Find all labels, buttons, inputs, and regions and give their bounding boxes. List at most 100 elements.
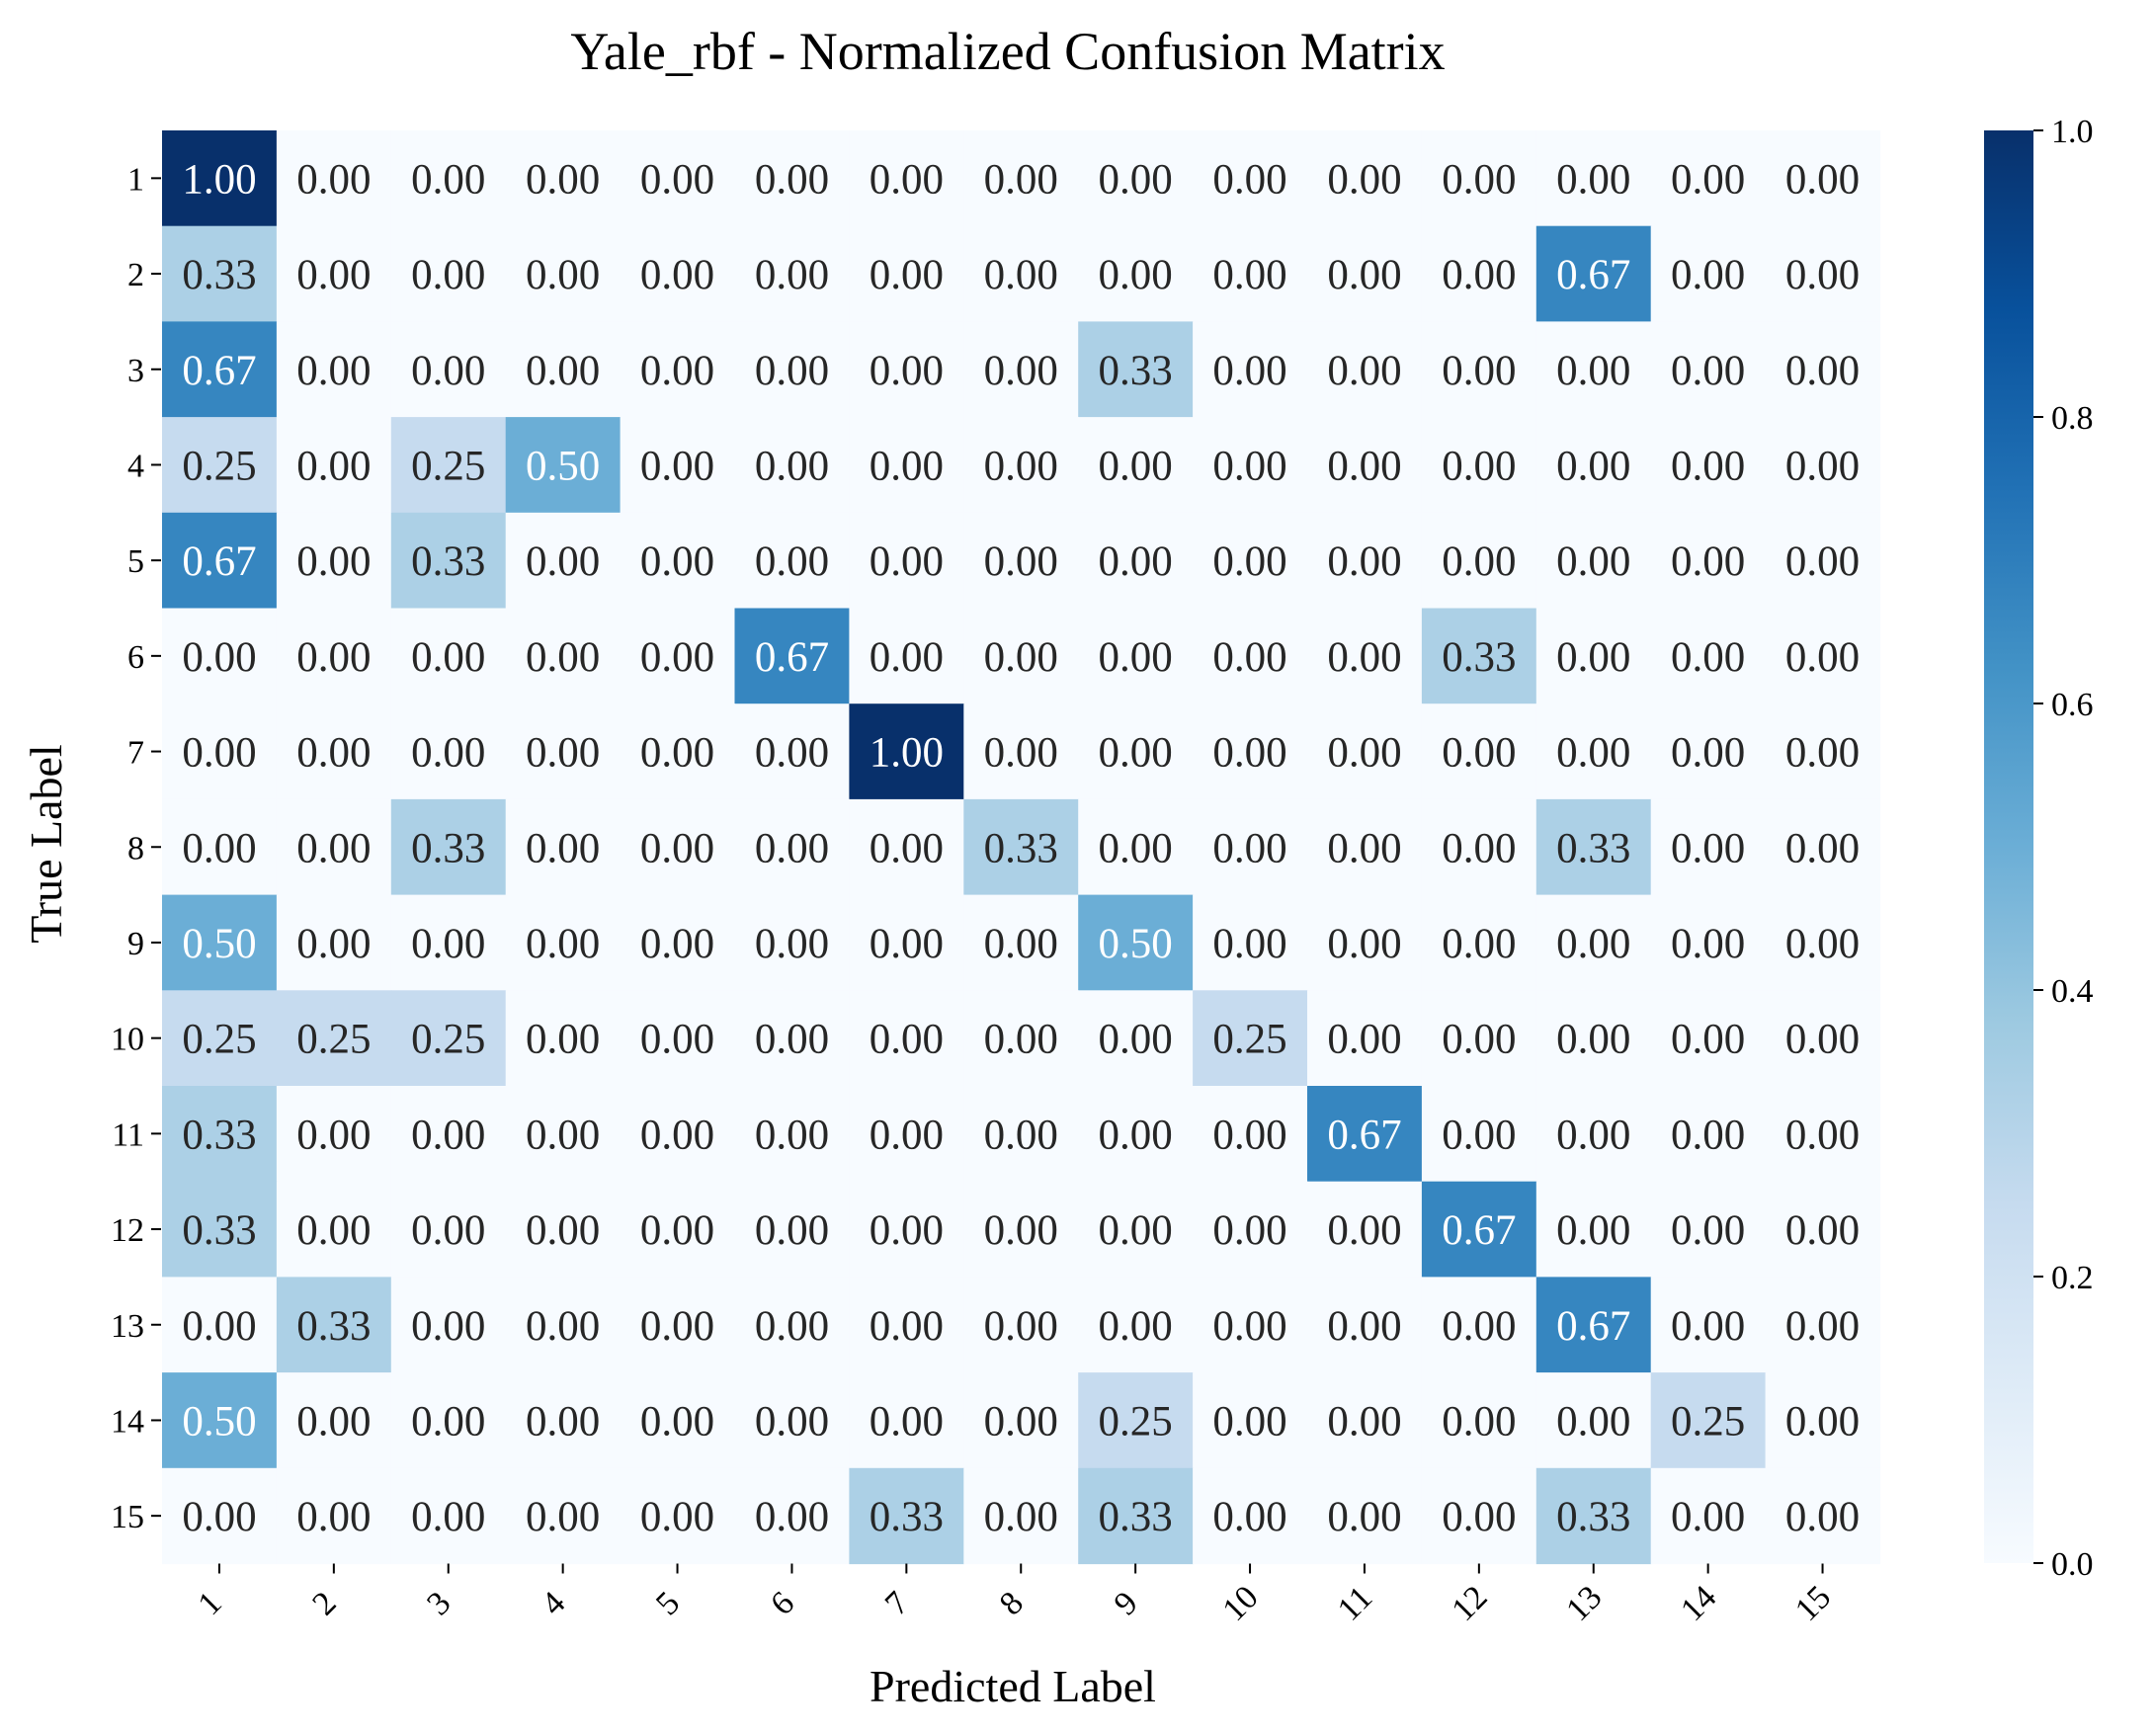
cell-value-label: 0.33 [182, 1207, 256, 1254]
y-tick-label: 7 [127, 735, 144, 772]
heatmap-cell [849, 130, 964, 227]
cell-value-label: 0.00 [411, 1494, 485, 1540]
heatmap-cell [1421, 417, 1537, 514]
heatmap-cell [276, 608, 392, 704]
cell-value-label: 0.00 [526, 825, 600, 871]
cell-value-label: 0.50 [182, 921, 256, 967]
cell-value-label: 0.33 [870, 1494, 944, 1540]
heatmap-cell [505, 1467, 622, 1565]
cell-value-label: 0.25 [411, 1017, 485, 1063]
y-tick-label: 11 [112, 1116, 144, 1153]
cell-value-label: 0.00 [296, 443, 371, 489]
heatmap-cell [1307, 417, 1423, 514]
heatmap-cell [1650, 321, 1767, 418]
cell-value-label: 0.00 [411, 1207, 485, 1254]
x-tick-label: 14 [1674, 1579, 1723, 1628]
heatmap-cell [1307, 1467, 1423, 1565]
heatmap-cell [276, 1181, 392, 1278]
heatmap-cell [1421, 703, 1537, 800]
cell-value-label: 0.00 [1556, 1207, 1630, 1254]
cell-value-label: 0.00 [640, 1494, 714, 1540]
x-tick-label: 12 [1445, 1579, 1494, 1628]
cell-value-label: 0.00 [1556, 1017, 1630, 1063]
cell-value-label: 0.00 [1785, 1398, 1860, 1445]
heatmap-cell [1307, 321, 1423, 418]
cell-value-label: 0.00 [1442, 1494, 1516, 1540]
cell-value-label: 0.00 [1099, 634, 1173, 681]
cell-value-label: 0.00 [755, 825, 829, 871]
heatmap-cell [1078, 1372, 1194, 1469]
heatmap-cell [1307, 990, 1423, 1087]
x-tick-label: 9 [1108, 1585, 1145, 1622]
cell-value-label: 0.00 [870, 1207, 944, 1254]
heatmap-cell [1535, 1181, 1652, 1278]
x-tick-label: 8 [993, 1585, 1031, 1622]
cell-value-label: 0.00 [984, 156, 1058, 203]
cell-value-label: 0.00 [640, 1398, 714, 1445]
heatmap-cell [162, 225, 278, 322]
heatmap-cell [963, 990, 1079, 1087]
cell-value-label: 0.00 [526, 252, 600, 298]
heatmap-cell [963, 321, 1079, 418]
x-tick-label: 5 [649, 1585, 687, 1622]
heatmap-cell [162, 1467, 278, 1565]
cell-value-label: 0.00 [984, 1207, 1058, 1254]
heatmap-cell [963, 512, 1079, 610]
cell-value-label: 0.50 [526, 443, 600, 489]
cell-value-label: 0.67 [755, 634, 829, 681]
cell-value-label: 0.00 [640, 825, 714, 871]
heatmap-cell [734, 1086, 850, 1183]
heatmap-cell [849, 1277, 964, 1373]
cell-value-label: 0.00 [1671, 921, 1745, 967]
cell-value-label: 0.00 [1785, 825, 1860, 871]
y-tick-label: 14 [111, 1403, 144, 1440]
cell-value-label: 0.00 [1671, 538, 1745, 585]
heatmap-cell [1650, 990, 1767, 1087]
x-tick-label: 2 [305, 1585, 343, 1622]
cell-value-label: 0.00 [1099, 156, 1173, 203]
heatmap-cell [1765, 512, 1881, 610]
cell-value-label: 0.00 [640, 252, 714, 298]
chart-title: Yale_rbf - Normalized Confusion Matrix [570, 22, 1445, 81]
y-tick-label: 3 [127, 353, 144, 389]
cell-value-label: 0.00 [755, 1017, 829, 1063]
heatmap-cell [390, 512, 507, 610]
heatmap-cell [734, 417, 850, 514]
heatmap-cell [1193, 1372, 1308, 1469]
cell-value-label: 0.00 [755, 538, 829, 585]
heatmap-cell [1078, 225, 1194, 322]
y-tick-label: 5 [127, 543, 144, 580]
heatmap-cell [1078, 798, 1194, 896]
cell-value-label: 0.00 [1671, 1017, 1745, 1063]
cell-value-label: 0.00 [1442, 156, 1516, 203]
heatmap-cell [390, 1277, 507, 1373]
cell-value-label: 0.00 [1556, 634, 1630, 681]
heatmap-cell [1193, 1277, 1308, 1373]
heatmap-cell [620, 512, 736, 610]
heatmap-cell [849, 608, 964, 704]
cell-value-label: 0.67 [1556, 252, 1630, 298]
heatmap-cell [1535, 703, 1652, 800]
heatmap-cell [162, 1181, 278, 1278]
cell-value-label: 0.00 [1671, 1303, 1745, 1350]
heatmap-cell [1765, 1467, 1881, 1565]
heatmap-cell [1535, 894, 1652, 991]
heatmap-cell [162, 512, 278, 610]
heatmap-cell [1650, 225, 1767, 322]
heatmap-cell [1765, 608, 1881, 704]
cell-value-label: 0.00 [1327, 538, 1401, 585]
cell-value-label: 0.00 [984, 1112, 1058, 1158]
cell-value-label: 0.00 [182, 730, 256, 777]
heatmap-cell [505, 225, 622, 322]
heatmap-cell [390, 798, 507, 896]
cell-value-label: 0.00 [755, 730, 829, 777]
cell-value-label: 0.00 [1212, 252, 1286, 298]
heatmap-cell [1307, 1372, 1423, 1469]
cell-value-label: 0.25 [296, 1017, 371, 1063]
colorbar-tick-label: 0.6 [2051, 687, 2094, 723]
cell-value-label: 0.00 [1442, 252, 1516, 298]
heatmap-cell [1193, 1086, 1308, 1183]
cell-value-label: 0.33 [1556, 1494, 1630, 1540]
cell-value-label: 0.00 [526, 348, 600, 394]
heatmap-cell [505, 1086, 622, 1183]
